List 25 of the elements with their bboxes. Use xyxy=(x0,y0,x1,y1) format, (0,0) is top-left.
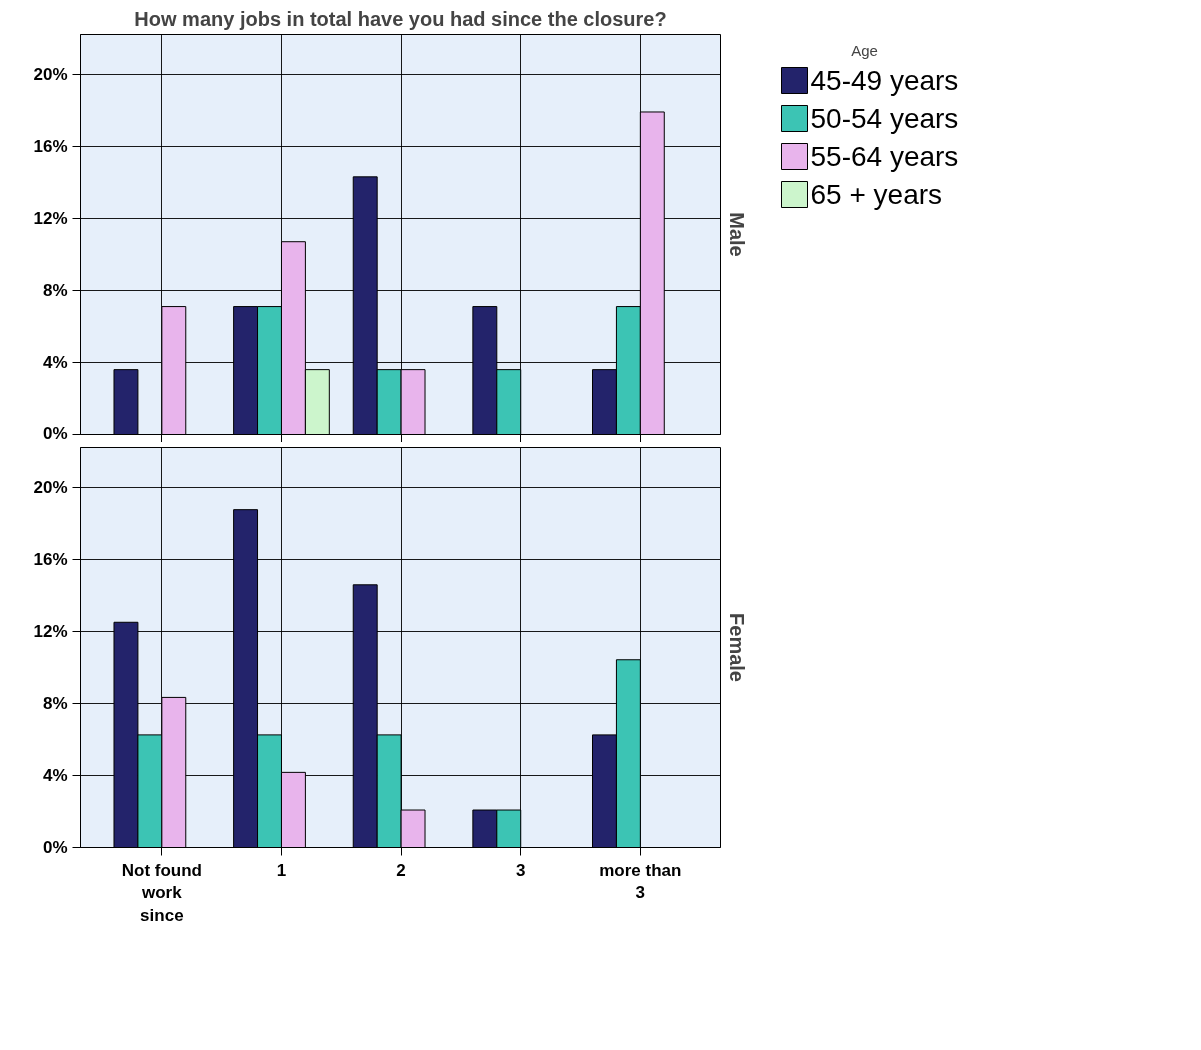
legend-label: 45-49 years xyxy=(810,65,959,96)
y-tick-label: 8% xyxy=(42,280,68,300)
y-tick-label: 8% xyxy=(42,693,68,713)
x-tick-label: Not found work since xyxy=(121,860,202,926)
y-tick-label: 12% xyxy=(33,621,68,641)
y2-axis-title: Female xyxy=(725,613,748,682)
y-tick-label: 0% xyxy=(42,423,68,443)
chart-title: How many jobs in total have you had since the closure? xyxy=(134,7,667,30)
legend-label: 65 + years xyxy=(810,179,943,210)
legend-title: Age xyxy=(851,42,878,59)
x-tick-label: 1 xyxy=(276,860,287,880)
y-tick-label: 0% xyxy=(42,838,68,857)
y-tick-label: 4% xyxy=(42,352,68,372)
y-tick-label: 20% xyxy=(33,477,68,497)
x-tick-label: 2 xyxy=(396,860,406,880)
y-tick-label: 4% xyxy=(42,765,68,785)
y2-axis-title: Male xyxy=(725,212,748,257)
legend-label: 50-54 years xyxy=(810,103,959,134)
y-tick-label: 16% xyxy=(33,549,68,569)
y-tick-label: 20% xyxy=(33,64,68,84)
y-tick-label: 16% xyxy=(33,136,68,156)
legend-label: 55-64 years xyxy=(810,141,959,172)
y-tick-label: 12% xyxy=(33,208,68,228)
x-tick-label: more than 3 xyxy=(599,860,682,903)
x-tick-label: 3 xyxy=(516,860,526,880)
